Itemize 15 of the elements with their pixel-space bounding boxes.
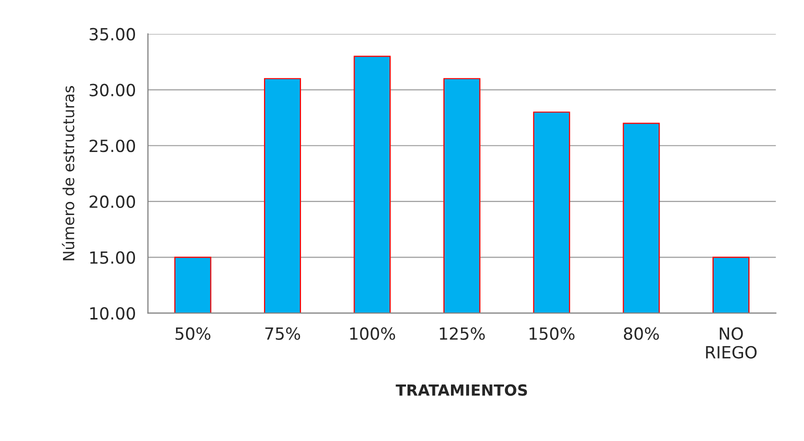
y-tick-label: 15.00 (90, 251, 136, 264)
x-tick-label: 150% (530, 327, 575, 340)
x-axis-title: TRATAMIENTOS (396, 384, 527, 396)
y-tick-label: 20.00 (90, 195, 136, 208)
x-tick-label: 75% (265, 327, 300, 340)
y-tick-label: 10.00 (90, 307, 136, 320)
y-tick-label: 25.00 (90, 140, 136, 152)
x-tick-label: 80% (624, 327, 659, 340)
y-tick-label: 35.00 (90, 28, 136, 41)
y-axis-title: Número de estructuras (62, 86, 74, 260)
x-tick-label: NO RIEGO (706, 327, 757, 359)
x-tick-label: 50% (176, 327, 210, 340)
y-tick-label: 30.00 (90, 84, 136, 96)
x-tick-label: 125% (440, 327, 485, 340)
x-tick-label: 100% (350, 327, 396, 340)
